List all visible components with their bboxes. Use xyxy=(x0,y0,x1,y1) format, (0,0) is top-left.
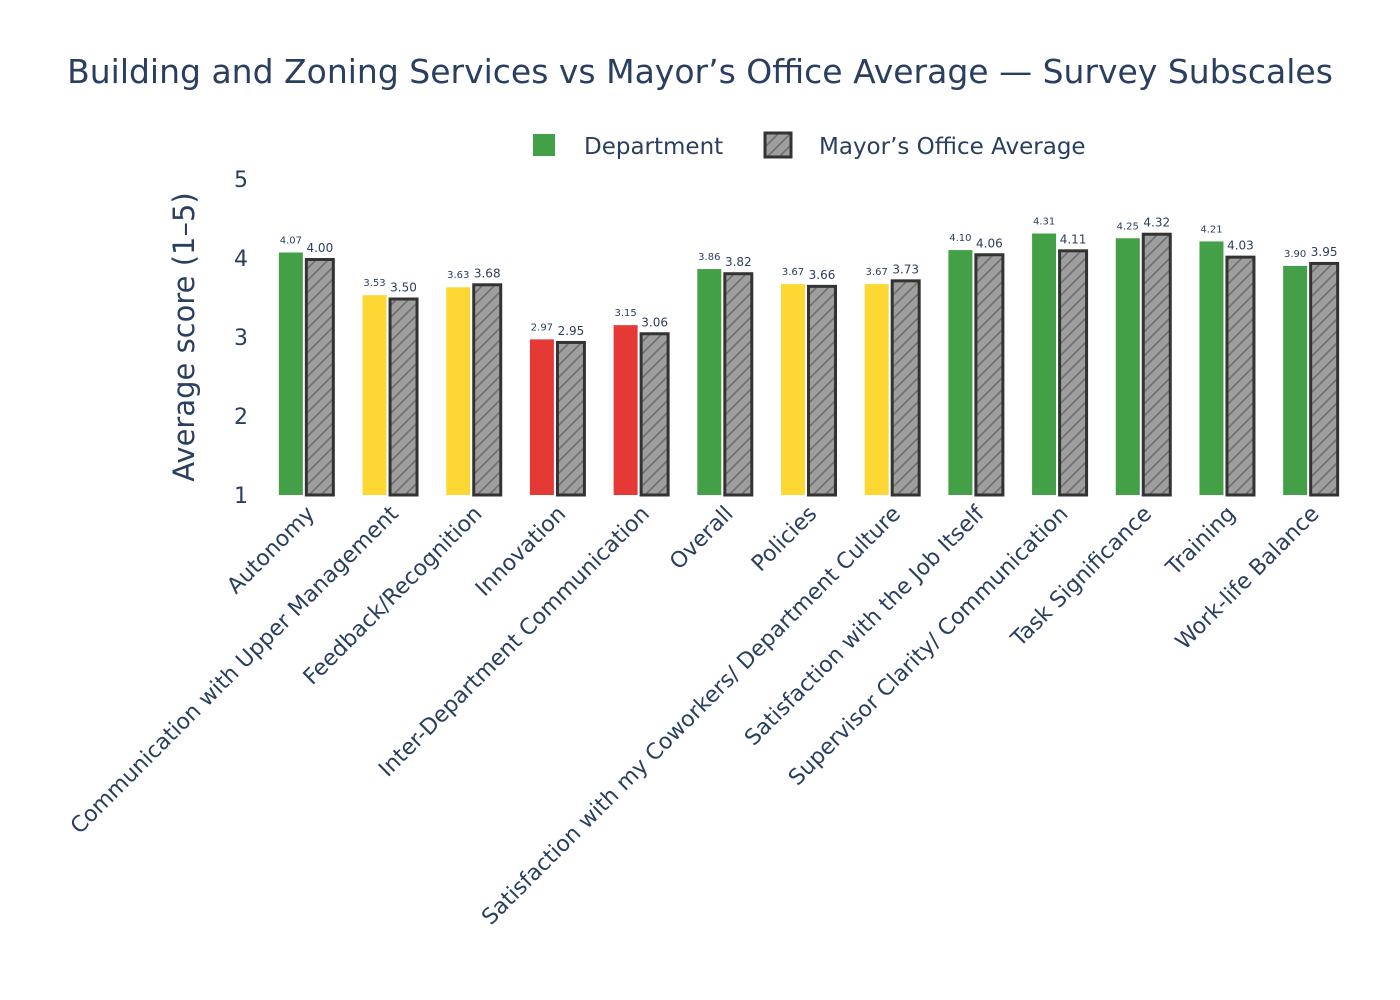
bar-mayors-office-average-satisfaction-with-the-job-itself[interactable] xyxy=(974,253,1005,497)
data-label-mayors-office-average-satisfaction-with-my-coworkers-department-culture: 3.73 xyxy=(892,262,919,276)
y-axis-ticks: 1 2 3 4 5 xyxy=(234,168,248,509)
bar-department-policies[interactable] xyxy=(781,284,805,495)
data-label-department-autonomy: 4.07 xyxy=(280,235,302,246)
x-tick-work-life-balance: Work-life Balance xyxy=(1171,502,1324,655)
x-tick-task-significance: Task Significance xyxy=(1006,502,1157,653)
bar-mayors-office-average-overall[interactable] xyxy=(723,272,754,497)
bar-mayors-office-average-feedback-recognition[interactable] xyxy=(472,283,503,497)
bar-department-inter-department-communication[interactable] xyxy=(613,325,638,495)
data-labels: 4.07 4.00 3.53 3.50 3.63 3.68 2.97 2.95 3.15 3.06… xyxy=(280,216,1338,338)
bar-department-satisfaction-with-the-job-itself[interactable] xyxy=(948,250,973,495)
data-label-department-supervisor-clarity-communication: 4.31 xyxy=(1033,217,1055,228)
data-label-department-task-significance: 4.25 xyxy=(1117,221,1139,232)
bar-mayors-office-average-inter-department-communication[interactable] xyxy=(639,332,670,497)
bar-department-satisfaction-with-my-coworkers-department-culture[interactable] xyxy=(864,284,889,495)
data-label-mayors-office-average-communication-with-upper-management: 3.50 xyxy=(390,281,417,295)
data-label-mayors-office-average-feedback-recognition: 3.68 xyxy=(474,266,501,280)
legend-label-department: Department xyxy=(584,134,723,160)
legend-swatch-department xyxy=(533,134,555,156)
data-label-department-innovation: 2.97 xyxy=(531,322,553,333)
data-label-mayors-office-average-supervisor-clarity-communication: 4.11 xyxy=(1060,232,1087,246)
x-tick-feedback-recognition: Feedback/Recognition xyxy=(299,502,488,691)
legend-item-department[interactable]: Department xyxy=(533,134,723,160)
y-tick-2: 2 xyxy=(234,405,248,430)
x-tick-overall: Overall xyxy=(665,502,738,575)
bar-mayors-office-average-supervisor-clarity-communication[interactable] xyxy=(1058,249,1089,497)
data-label-mayors-office-average-overall: 3.82 xyxy=(725,255,752,269)
bar-department-feedback-recognition[interactable] xyxy=(446,287,471,495)
bar-mayors-office-average-work-life-balance[interactable] xyxy=(1309,261,1340,497)
data-label-department-satisfaction-with-my-coworkers-department-culture: 3.67 xyxy=(866,267,888,278)
data-label-mayors-office-average-autonomy: 4.00 xyxy=(306,241,333,255)
bar-department-training[interactable] xyxy=(1199,241,1224,495)
legend: Department Mayor’s Office Average xyxy=(533,131,1086,160)
x-tick-communication-with-upper-management: Communication with Upper Management xyxy=(66,501,404,839)
bar-department-communication-with-upper-management[interactable] xyxy=(362,295,387,495)
bar-mayors-office-average-satisfaction-with-my-coworkers-department-culture[interactable] xyxy=(890,279,921,497)
data-label-department-inter-department-communication: 3.15 xyxy=(614,308,636,319)
data-label-department-training: 4.21 xyxy=(1200,224,1222,235)
y-tick-5: 5 xyxy=(234,168,248,193)
legend-label-mayors-office-average: Mayor’s Office Average xyxy=(819,134,1086,160)
bar-mayors-office-average-policies[interactable] xyxy=(807,284,837,497)
data-label-mayors-office-average-inter-department-communication: 3.06 xyxy=(641,315,668,329)
x-tick-policies: Policies xyxy=(747,502,822,577)
legend-swatch-mayors-office-average xyxy=(763,131,793,159)
y-axis-label: Average score (1–5) xyxy=(167,192,201,481)
bar-mayors-office-average-innovation[interactable] xyxy=(555,340,586,497)
bar-department-innovation[interactable] xyxy=(529,339,554,495)
bar-mayors-office-average-communication-with-upper-management[interactable] xyxy=(388,297,419,497)
data-label-department-work-life-balance: 3.90 xyxy=(1284,249,1306,260)
chart-title: Building and Zoning Services vs Mayor’s … xyxy=(67,52,1333,91)
y-tick-4: 4 xyxy=(234,247,248,272)
legend-item-mayors-office-average[interactable]: Mayor’s Office Average xyxy=(763,131,1086,160)
bars xyxy=(278,232,1340,497)
data-label-department-overall: 3.86 xyxy=(698,252,720,263)
y-tick-1: 1 xyxy=(234,484,248,509)
bar-department-overall[interactable] xyxy=(697,269,722,495)
bar-mayors-office-average-training[interactable] xyxy=(1225,255,1256,497)
bar-mayors-office-average-task-significance[interactable] xyxy=(1141,232,1172,497)
data-label-mayors-office-average-task-significance: 4.32 xyxy=(1143,216,1170,230)
data-label-mayors-office-average-satisfaction-with-the-job-itself: 4.06 xyxy=(976,236,1003,250)
data-label-mayors-office-average-policies: 3.66 xyxy=(809,268,836,282)
data-label-mayors-office-average-training: 4.03 xyxy=(1227,239,1254,253)
data-label-department-policies: 3.67 xyxy=(782,267,804,278)
bar-department-work-life-balance[interactable] xyxy=(1283,265,1308,495)
bar-mayors-office-average-autonomy[interactable] xyxy=(304,258,335,497)
bar-department-task-significance[interactable] xyxy=(1115,238,1140,495)
x-tick-training: Training xyxy=(1161,502,1241,582)
data-label-department-satisfaction-with-the-job-itself: 4.10 xyxy=(949,233,971,244)
y-tick-3: 3 xyxy=(234,326,248,351)
bar-department-supervisor-clarity-communication[interactable] xyxy=(1032,233,1057,495)
data-label-mayors-office-average-innovation: 2.95 xyxy=(558,324,585,338)
data-label-department-communication-with-upper-management: 3.53 xyxy=(363,278,385,289)
data-label-mayors-office-average-work-life-balance: 3.95 xyxy=(1311,245,1338,259)
data-label-department-feedback-recognition: 3.63 xyxy=(447,270,469,281)
bar-department-autonomy[interactable] xyxy=(278,252,303,495)
